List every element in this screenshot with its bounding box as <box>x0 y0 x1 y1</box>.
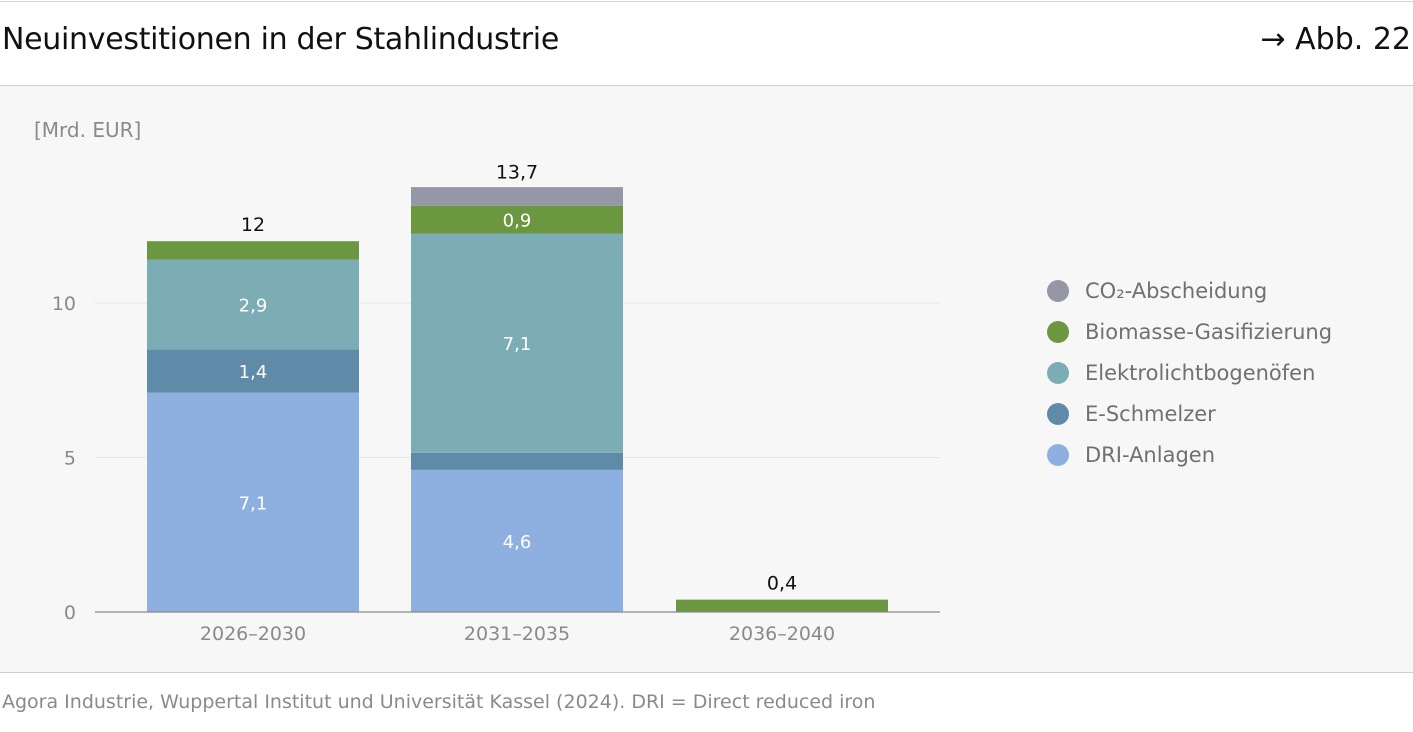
panel-divider <box>0 672 1413 673</box>
segment-value-label: 1,4 <box>239 362 268 383</box>
legend-item: Elektrolichtbogenöfen <box>1047 352 1332 393</box>
y-axis-unit-label: [Mrd. EUR] <box>34 118 142 142</box>
segment-value-label: 4,6 <box>503 532 532 553</box>
legend-label: Elektrolichtbogenöfen <box>1085 360 1316 385</box>
bar-segment <box>147 349 359 393</box>
x-category-label: 2036–2040 <box>729 623 835 645</box>
segment-value-label: 0,9 <box>503 211 532 232</box>
y-tick-label: 0 <box>64 602 76 624</box>
bar-segment <box>676 599 888 612</box>
legend-label: Biomasse-Gasifizierung <box>1085 319 1333 344</box>
bars <box>147 187 888 612</box>
legend-swatch <box>1047 320 1069 343</box>
chart-title: Neuinvestitionen in der Stahlindustrie <box>2 22 559 57</box>
bar-segment <box>411 469 623 612</box>
top-divider <box>0 1 1413 2</box>
chart-legend: CO₂-Abscheidung Biomasse-Gasifizierung Ele… <box>1047 270 1332 475</box>
legend-swatch <box>1047 361 1069 384</box>
legend-item: Biomasse-Gasifizierung <box>1047 311 1332 352</box>
bar-segment <box>411 452 623 470</box>
x-category-label: 2031–2035 <box>464 623 570 645</box>
axes: 0 5 10 2026–2030 2031–2035 2036–2040 <box>52 293 940 645</box>
header-divider <box>0 85 1413 86</box>
y-tick-label: 10 <box>52 293 76 315</box>
legend-item: E-Schmelzer <box>1047 393 1332 434</box>
segment-value-label: 7,1 <box>503 334 532 355</box>
bar-segment <box>411 205 623 234</box>
legend-swatch <box>1047 443 1069 466</box>
segment-value-label: 2,9 <box>239 296 268 317</box>
total-value-label: 12 <box>241 214 265 236</box>
legend-label: CO₂-Abscheidung <box>1085 278 1268 303</box>
bar-segment <box>411 187 623 206</box>
source-note: Agora Industrie, Wuppertal Institut und … <box>2 691 876 713</box>
legend-label: E-Schmelzer <box>1085 401 1216 426</box>
bar-segment <box>147 259 359 350</box>
figure-header: Neuinvestitionen in der Stahlindustrie →… <box>0 0 1413 86</box>
legend-swatch <box>1047 402 1069 425</box>
x-category-label: 2026–2030 <box>200 623 306 645</box>
bar-segment <box>411 233 623 453</box>
total-value-label: 0,4 <box>767 573 797 595</box>
y-tick-label: 5 <box>64 448 76 470</box>
bar-segment <box>147 392 359 612</box>
legend-item: DRI-Anlagen <box>1047 434 1332 475</box>
bar-segment <box>147 241 359 260</box>
legend-label: DRI-Anlagen <box>1085 442 1216 467</box>
figure-reference: → Abb. 22 <box>1260 22 1411 57</box>
total-value-label: 13,7 <box>496 162 538 184</box>
legend-item: CO₂-Abscheidung <box>1047 270 1332 311</box>
segment-value-label: 7,1 <box>239 493 268 514</box>
legend-swatch <box>1047 279 1069 302</box>
labels: 7,1 1,4 2,9 12 4,6 7,1 0,9 13,7 0,4 <box>239 162 797 595</box>
